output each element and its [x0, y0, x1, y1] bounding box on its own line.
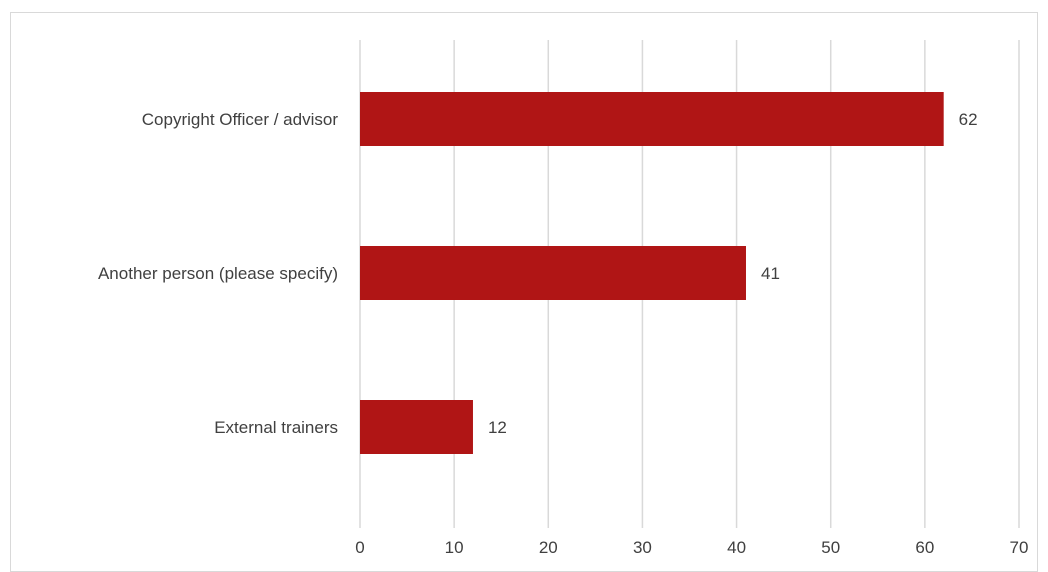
x-tick-label-40: 40 [727, 538, 746, 557]
category-label-1: Copyright Officer / advisor [142, 110, 339, 129]
data-label-1: 62 [959, 110, 978, 129]
category-label-3: External trainers [214, 418, 338, 437]
bars [360, 92, 944, 454]
bar-1 [360, 92, 944, 146]
bar-2 [360, 246, 746, 300]
data-label-2: 41 [761, 264, 780, 283]
x-tick-label-70: 70 [1010, 538, 1029, 557]
x-tick-label-30: 30 [633, 538, 652, 557]
data-label-3: 12 [488, 418, 507, 437]
x-tick-label-20: 20 [539, 538, 558, 557]
x-tick-label-50: 50 [821, 538, 840, 557]
x-tick-label-10: 10 [445, 538, 464, 557]
bar-3 [360, 400, 473, 454]
x-tick-label-0: 0 [355, 538, 364, 557]
x-tick-label-60: 60 [915, 538, 934, 557]
category-label-2: Another person (please specify) [98, 264, 338, 283]
bar-chart: 0 10 20 30 40 50 60 70 Copyright Officer / advis… [98, 40, 1028, 557]
labels: 0 10 20 30 40 50 60 70 Copyright Officer / advis… [98, 110, 1028, 557]
